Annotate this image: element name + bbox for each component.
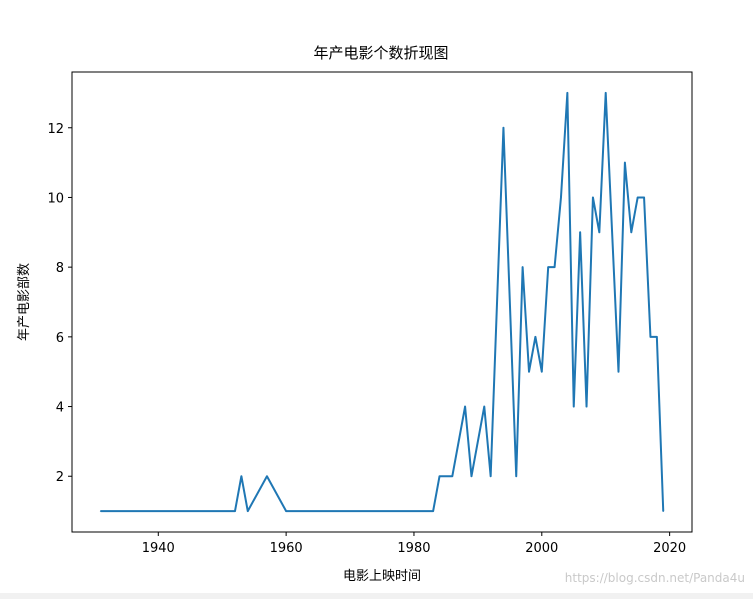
data-point: [636, 196, 639, 199]
data-point: [649, 336, 652, 338]
data-point: [585, 405, 588, 408]
y-tick-label: 8: [56, 261, 64, 276]
data-point: [521, 266, 524, 268]
data-point: [624, 161, 626, 164]
data-point: [451, 475, 454, 478]
data-series: [99, 91, 665, 513]
watermark: https://blog.csdn.net/Panda4u: [564, 571, 745, 585]
y-tick-label: 12: [47, 122, 64, 137]
data-point: [240, 475, 243, 478]
data-point: [470, 475, 473, 478]
data-point: [617, 370, 620, 373]
data-point: [246, 510, 249, 512]
data-point: [99, 510, 102, 512]
data-point: [566, 92, 569, 94]
bottom-bar: [0, 593, 753, 599]
data-point: [285, 510, 287, 512]
data-point: [234, 510, 236, 512]
data-point: [643, 196, 645, 199]
data-point: [553, 266, 556, 268]
data-point: [630, 231, 633, 234]
data-point: [592, 196, 594, 199]
data-point: [483, 405, 486, 408]
data-point: [547, 266, 549, 268]
x-axis: 1940 1960 1980 2000 2020: [142, 532, 686, 556]
data-point: [438, 475, 441, 478]
data-point: [572, 405, 575, 408]
data-point: [598, 231, 601, 234]
x-tick-label: 1960: [270, 541, 303, 556]
y-tick-label: 6: [56, 331, 64, 346]
plot-area: [71, 71, 693, 533]
data-point: [540, 370, 543, 373]
data-point: [528, 370, 530, 373]
y-tick-label: 10: [47, 191, 64, 206]
y-tick-label: 2: [56, 470, 64, 485]
data-point: [604, 92, 607, 94]
data-point: [464, 405, 466, 408]
x-tick-label: 2020: [653, 541, 686, 556]
data-point: [266, 475, 268, 478]
data-point: [579, 231, 581, 234]
y-axis: 2 4 6 8 10 12: [47, 122, 72, 485]
chart-title: 年产电影个数折现图: [313, 44, 448, 62]
data-point: [662, 510, 665, 512]
x-axis-label: 电影上映时间: [343, 569, 421, 584]
data-point: [502, 126, 505, 129]
y-tick-label: 4: [56, 401, 64, 416]
data-point: [656, 336, 658, 338]
data-point: [560, 196, 562, 199]
data-point: [534, 336, 537, 338]
data-point: [432, 510, 434, 512]
y-axis-label: 年产电影部数: [17, 263, 32, 341]
x-tick-label: 2000: [525, 541, 558, 556]
x-tick-label: 1940: [142, 541, 175, 556]
data-point: [515, 475, 518, 478]
data-point: [489, 475, 492, 478]
x-tick-label: 1980: [397, 541, 430, 556]
